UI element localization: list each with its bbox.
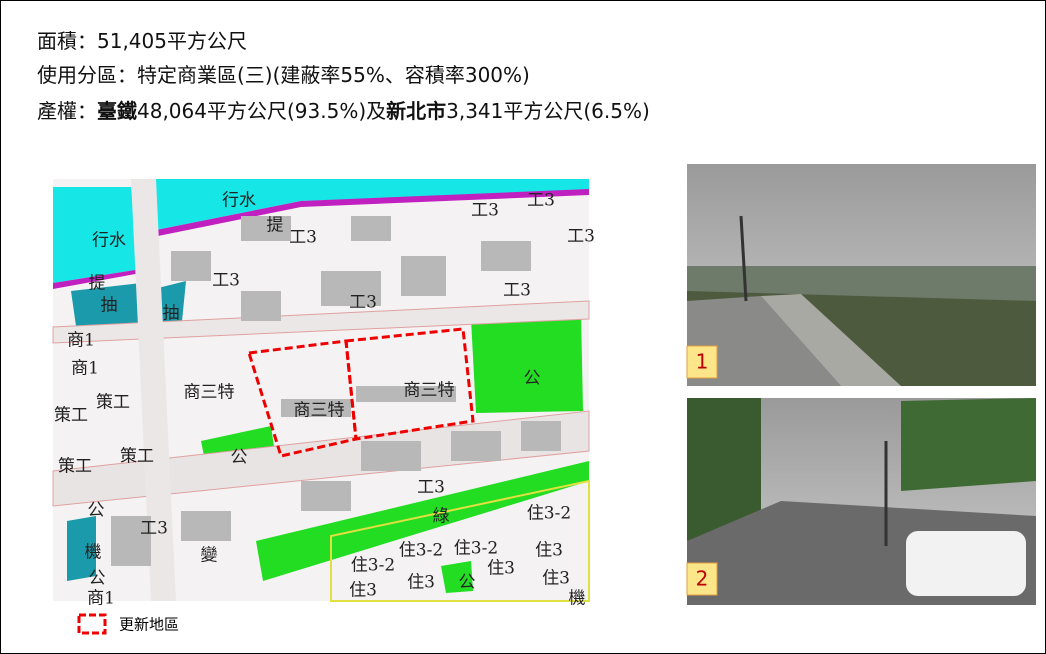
map-label: 工3 <box>289 228 317 248</box>
map-label: 住3 <box>535 541 563 561</box>
map-label: 住3 <box>349 581 377 601</box>
header-text: 3,341平方公尺(6.5%) <box>446 99 650 123</box>
map-label: 公 <box>524 369 541 389</box>
map-label: 策工 <box>96 393 130 413</box>
map-label: 住3-2 <box>399 541 443 561</box>
map-label: 提 <box>89 274 106 294</box>
map-label: 策工 <box>120 447 154 467</box>
map-label: 商1 <box>67 331 95 351</box>
map-label: 變 <box>201 546 218 566</box>
page: 行水提工3工3工3工3行水提抽抽工3工3工3商1商1商三特商三特商三特公策工策工… <box>0 0 1046 654</box>
legend-swatch <box>79 615 105 633</box>
map-label: 住3-2 <box>527 504 571 524</box>
map-label: 行水 <box>222 191 256 211</box>
header-text: 新北市 <box>386 99 446 123</box>
map-label: 工3 <box>349 293 377 313</box>
header-text: 面積：51,405平方公尺 <box>37 29 247 53</box>
map-label: 工3 <box>503 281 531 301</box>
map-label: 公 <box>88 501 105 521</box>
photo-2: 2 <box>687 398 1036 605</box>
map-label: 商三特 <box>184 383 235 403</box>
map-label: 抽 <box>163 304 180 324</box>
map-label: 工3 <box>140 519 168 539</box>
map-label: 工3 <box>212 271 240 291</box>
header-line: 產權：臺鐵48,064平方公尺(93.5%)及新北市3,341平方公尺(6.5%… <box>37 95 650 124</box>
map-label: 住3 <box>407 573 435 593</box>
map-label: 機 <box>85 543 102 563</box>
map-label: 公 <box>459 573 476 593</box>
map-label: 住3 <box>487 559 515 579</box>
map-label: 抽 <box>101 296 118 316</box>
map-label: 住3-2 <box>351 556 395 576</box>
map-label: 住3 <box>542 569 570 589</box>
header-text: 48,064平方公尺(93.5%)及 <box>137 99 386 123</box>
map-label: 機 <box>569 589 586 609</box>
map-label: 行水 <box>92 231 126 251</box>
map-label: 商三特 <box>404 381 455 401</box>
map-label: 策工 <box>58 457 92 477</box>
photo-number: 1 <box>696 350 709 374</box>
map-label: 商1 <box>87 589 115 609</box>
map-label: 工3 <box>527 191 555 211</box>
map-label: 公 <box>89 569 106 589</box>
header-line: 面積：51,405平方公尺 <box>37 25 247 54</box>
map-label: 公 <box>231 448 248 468</box>
header-line: 使用分區：特定商業區(三)(建蔽率55%、容積率300%) <box>37 59 530 88</box>
map-label: 商三特 <box>294 401 345 421</box>
map-label: 工3 <box>567 227 595 247</box>
legend-label: 更新地區 <box>119 616 179 634</box>
photo-number: 2 <box>696 567 709 591</box>
map-label: 工3 <box>417 478 445 498</box>
map-label: 工3 <box>471 201 499 221</box>
map-label: 策工 <box>54 406 88 426</box>
header-text: 使用分區：特定商業區(三)(建蔽率55%、容積率300%) <box>37 63 530 87</box>
map-label: 提 <box>267 216 284 236</box>
map-label: 商1 <box>71 359 99 379</box>
photo-1: 1 <box>687 164 1036 386</box>
map-label: 綠 <box>433 507 450 527</box>
map-label: 住3-2 <box>454 539 498 559</box>
header-text: 產權： <box>37 99 97 123</box>
header-text: 臺鐵 <box>97 99 137 123</box>
